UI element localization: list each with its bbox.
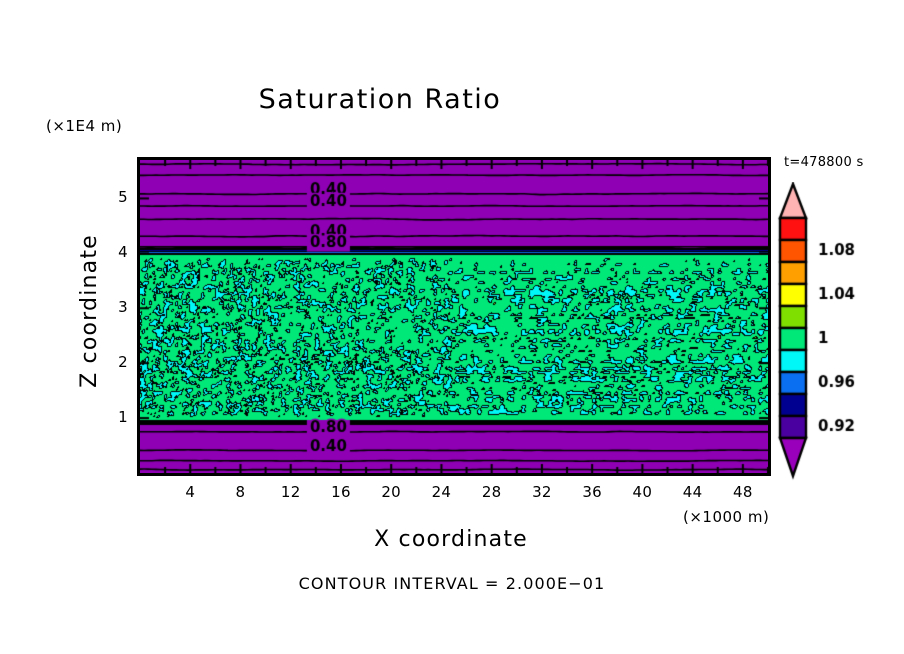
x-tick-label: 12 bbox=[280, 483, 301, 501]
y-tick-label: 1 bbox=[118, 408, 128, 427]
x-tick-label: 36 bbox=[582, 483, 602, 501]
x-tick-label: 24 bbox=[431, 483, 452, 501]
y-tick-label: 3 bbox=[118, 298, 128, 317]
x-tick-label: 4 bbox=[185, 483, 196, 501]
colorbar bbox=[770, 182, 890, 512]
x-tick-label: 48 bbox=[733, 483, 753, 501]
x-tick-label: 16 bbox=[331, 483, 351, 501]
contour-canvas bbox=[140, 160, 768, 473]
y-axis-title: Z coordinate bbox=[77, 234, 102, 388]
contour-plot-area bbox=[137, 157, 771, 476]
y-tick-label: 5 bbox=[118, 188, 128, 207]
y-tick-label: 4 bbox=[118, 243, 128, 262]
x-tick-label: 40 bbox=[632, 483, 653, 501]
x-tick-label: 8 bbox=[235, 483, 246, 501]
x-tick-label: 28 bbox=[481, 483, 502, 501]
y-tick-label: 2 bbox=[118, 353, 128, 372]
contour-interval-note: CONTOUR INTERVAL = 2.000E−01 bbox=[298, 574, 606, 593]
x-axis-unit-label: (×1000 m) bbox=[683, 508, 770, 526]
page-title: Saturation Ratio bbox=[258, 84, 502, 115]
x-tick-label: 44 bbox=[682, 483, 703, 501]
x-tick-label: 32 bbox=[532, 483, 552, 501]
x-axis-title: X coordinate bbox=[374, 527, 528, 552]
colorbar-canvas bbox=[770, 182, 890, 512]
y-axis-unit-label: (×1E4 m) bbox=[46, 117, 123, 135]
x-tick-label: 20 bbox=[381, 483, 402, 501]
time-annotation: t=478800 s bbox=[784, 155, 864, 170]
